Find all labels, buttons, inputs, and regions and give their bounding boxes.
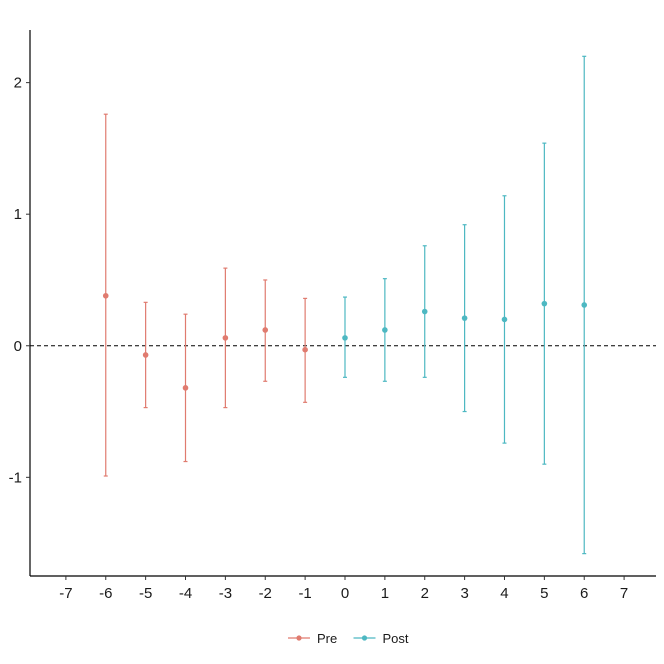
x-tick-label: -1	[298, 585, 311, 602]
data-marks	[102, 55, 588, 555]
x-tick-label: 5	[540, 585, 548, 602]
data-point	[501, 316, 508, 323]
x-tick-label: 6	[580, 585, 588, 602]
legend: Pre Post	[288, 631, 409, 646]
data-point	[182, 385, 189, 391]
data-point	[302, 346, 308, 353]
data-point	[222, 335, 229, 341]
data-point	[262, 327, 269, 333]
x-tick-label: 1	[381, 585, 389, 602]
x-tick-label: 4	[500, 585, 508, 602]
x-tick-label: 7	[620, 585, 628, 602]
x-tick-label: -3	[219, 585, 232, 602]
data-point	[421, 308, 428, 315]
data-point	[541, 300, 548, 307]
x-tick-label: 0	[341, 585, 349, 602]
y-tick-label: 2	[14, 75, 22, 92]
legend-key-point	[361, 635, 368, 641]
legend-item-pre: Pre	[288, 631, 337, 646]
y-tick-label: 0	[14, 338, 22, 355]
x-tick-label: -5	[139, 585, 152, 602]
x-tick-label: -4	[179, 585, 192, 602]
legend-key-point	[296, 635, 302, 641]
data-point	[342, 335, 348, 341]
x-tick-label: -2	[259, 585, 272, 602]
series-post	[342, 55, 588, 555]
data-point	[581, 302, 588, 308]
data-point	[142, 352, 149, 358]
x-tick-label: -6	[99, 585, 112, 602]
series-pre	[102, 113, 308, 477]
legend-label: Post	[383, 631, 409, 646]
legend-label: Pre	[317, 631, 337, 646]
x-tick-label: 2	[421, 585, 429, 602]
x-tick-label: -7	[59, 585, 72, 602]
y-tick-label: 1	[14, 206, 22, 223]
data-point	[382, 327, 388, 333]
y-tick-label: -1	[9, 469, 22, 486]
data-point	[102, 292, 109, 299]
data-point	[461, 315, 468, 321]
axes: -7 -6 -5 -4 -3 -2 -1 0 1 2 3 4 5 6 7 -1 0 1 2	[9, 30, 656, 602]
legend-item-post: Post	[353, 631, 409, 646]
x-tick-label: 3	[460, 585, 468, 602]
